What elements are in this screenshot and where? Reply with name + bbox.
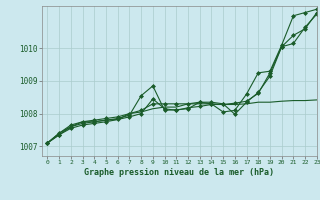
X-axis label: Graphe pression niveau de la mer (hPa): Graphe pression niveau de la mer (hPa) bbox=[84, 168, 274, 177]
